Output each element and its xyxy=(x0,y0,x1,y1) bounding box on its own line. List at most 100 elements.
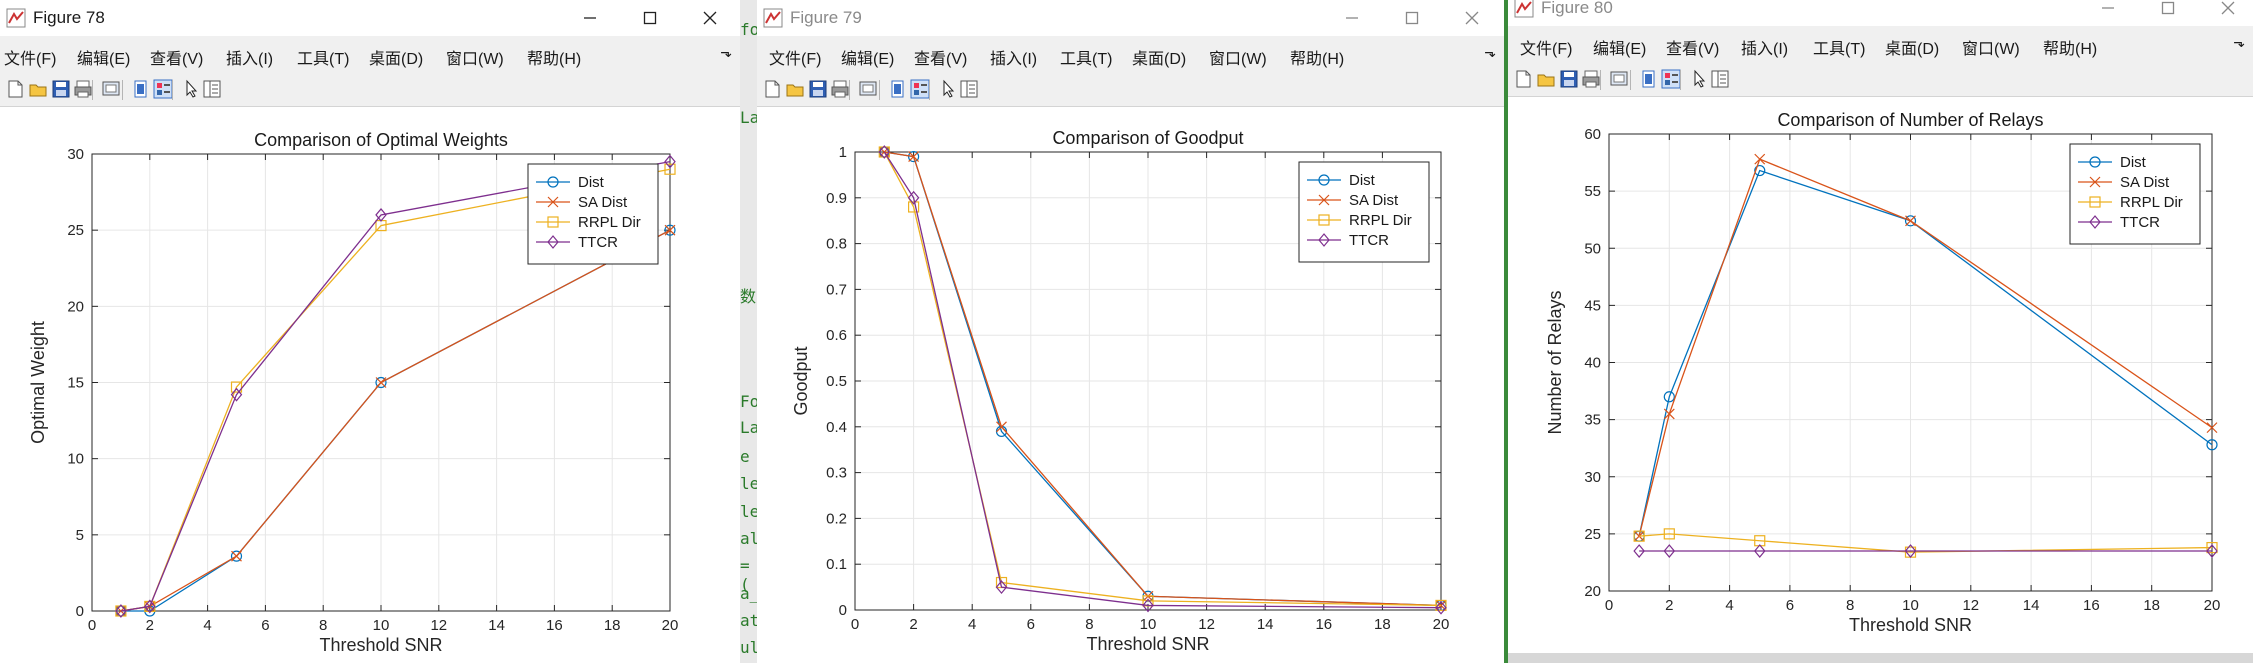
save-button[interactable] xyxy=(1558,68,1580,90)
link-plot-icon xyxy=(857,78,879,100)
menu-help[interactable]: 帮助(H) xyxy=(527,45,581,69)
show-plot-tools-button[interactable] xyxy=(909,78,931,100)
edit-plot-button[interactable] xyxy=(180,78,202,100)
y-tick-label: 30 xyxy=(1584,469,1601,486)
property-inspector-button[interactable] xyxy=(201,78,223,100)
menu-window[interactable]: 窗口(W) xyxy=(1209,45,1267,69)
title-bar[interactable]: Figure 78 xyxy=(0,0,740,36)
menu-insert[interactable]: 插入(I) xyxy=(226,45,273,69)
window-title: Figure 80 xyxy=(1541,0,1613,18)
hide-plot-tools-button[interactable] xyxy=(130,78,152,100)
edit-plot-button[interactable] xyxy=(1688,68,1710,90)
toolbar-separator xyxy=(1680,70,1681,90)
print-button[interactable] xyxy=(829,78,851,100)
y-tick-label: 0 xyxy=(839,602,847,619)
y-tick-label: 0.8 xyxy=(826,236,847,253)
menu-window[interactable]: 窗口(W) xyxy=(1962,35,2020,59)
x-tick-label: 10 xyxy=(373,617,390,634)
minimize-button[interactable] xyxy=(560,0,620,36)
minimize-icon xyxy=(582,10,598,26)
property-inspector-button[interactable] xyxy=(958,78,980,100)
print-button[interactable] xyxy=(1580,68,1602,90)
x-axis-label: Threshold SNR xyxy=(1086,634,1209,654)
code-fragment: le xyxy=(740,474,757,493)
save-button[interactable] xyxy=(807,78,829,100)
new-figure-icon xyxy=(1512,68,1534,90)
menu-help[interactable]: 帮助(H) xyxy=(1290,45,1344,69)
menu-view[interactable]: 查看(V) xyxy=(1666,35,1719,59)
open-file-icon xyxy=(27,78,49,100)
menu-tools[interactable]: 工具(T) xyxy=(1060,45,1112,69)
close-button[interactable] xyxy=(1442,0,1502,36)
x-tick-label: 20 xyxy=(2204,597,2221,614)
menu-desktop[interactable]: 桌面(D) xyxy=(1885,35,1939,59)
menu-insert[interactable]: 插入(I) xyxy=(990,45,1037,69)
figure-window-78[interactable]: Figure 78 文件(F) 编辑(E) 查看(V) 插入(I) 工具(T) … xyxy=(0,0,741,663)
menu-view[interactable]: 查看(V) xyxy=(914,45,967,69)
link-plot-icon xyxy=(1608,68,1630,90)
menu-view[interactable]: 查看(V) xyxy=(150,45,203,69)
edit-plot-icon xyxy=(1688,68,1710,90)
menu-desktop[interactable]: 桌面(D) xyxy=(369,45,423,69)
menu-tools[interactable]: 工具(T) xyxy=(1813,35,1865,59)
menu-overflow-icon[interactable]: ⬎ xyxy=(1484,44,1496,61)
menu-file[interactable]: 文件(F) xyxy=(1520,35,1572,59)
minimize-button[interactable] xyxy=(2078,0,2138,26)
maximize-button[interactable] xyxy=(2138,0,2198,26)
code-fragment: Lat xyxy=(740,418,757,437)
hide-plot-tools-button[interactable] xyxy=(887,78,909,100)
toolbar-separator xyxy=(92,80,93,100)
x-tick-label: 2 xyxy=(146,617,154,634)
menu-edit[interactable]: 编辑(E) xyxy=(841,45,894,69)
maximize-icon xyxy=(2160,0,2176,16)
background-editor-strip: fo Lat 数 Fo Lat e le le all =( a_ att ul xyxy=(740,0,757,663)
menu-overflow-icon[interactable]: ⬎ xyxy=(2233,34,2245,51)
open-file-icon xyxy=(784,78,806,100)
link-plot-button[interactable] xyxy=(1608,68,1630,90)
show-plot-tools-button[interactable] xyxy=(1660,68,1682,90)
save-icon xyxy=(1558,68,1580,90)
menu-file[interactable]: 文件(F) xyxy=(769,45,821,69)
show-plot-tools-button[interactable] xyxy=(152,78,174,100)
figure-window-80[interactable]: Figure 80 文件(F) 编辑(E) 查看(V) 插入(I) 工具(T) … xyxy=(1508,0,2253,653)
link-plot-button[interactable] xyxy=(100,78,122,100)
menu-tools[interactable]: 工具(T) xyxy=(297,45,349,69)
open-file-button[interactable] xyxy=(784,78,806,100)
edit-plot-button[interactable] xyxy=(937,78,959,100)
y-tick-label: 0.5 xyxy=(826,373,847,390)
print-button[interactable] xyxy=(72,78,94,100)
open-file-button[interactable] xyxy=(27,78,49,100)
close-button[interactable] xyxy=(680,0,740,36)
new-figure-button[interactable] xyxy=(4,78,26,100)
save-button[interactable] xyxy=(50,78,72,100)
toolbar-separator xyxy=(1600,70,1601,90)
menu-help[interactable]: 帮助(H) xyxy=(2043,35,2097,59)
hide-plot-tools-button[interactable] xyxy=(1638,68,1660,90)
new-figure-button[interactable] xyxy=(761,78,783,100)
y-tick-label: 20 xyxy=(1584,583,1601,600)
menu-desktop[interactable]: 桌面(D) xyxy=(1132,45,1186,69)
menu-insert[interactable]: 插入(I) xyxy=(1741,35,1788,59)
title-bar[interactable]: Figure 80 xyxy=(1508,0,2253,26)
x-tick-label: 6 xyxy=(1027,616,1035,633)
x-tick-label: 2 xyxy=(1665,597,1673,614)
property-inspector-button[interactable] xyxy=(1709,68,1731,90)
menu-file[interactable]: 文件(F) xyxy=(4,45,56,69)
minimize-button[interactable] xyxy=(1322,0,1382,36)
new-figure-button[interactable] xyxy=(1512,68,1534,90)
x-axis-label: Threshold SNR xyxy=(319,635,442,655)
menu-edit[interactable]: 编辑(E) xyxy=(1593,35,1646,59)
maximize-button[interactable] xyxy=(620,0,680,36)
menu-overflow-icon[interactable]: ⬎ xyxy=(720,44,732,61)
title-bar[interactable]: Figure 79 xyxy=(757,0,1504,36)
x-tick-label: 2 xyxy=(909,616,917,633)
close-button[interactable] xyxy=(2198,0,2253,26)
open-file-button[interactable] xyxy=(1535,68,1557,90)
maximize-button[interactable] xyxy=(1382,0,1442,36)
link-plot-button[interactable] xyxy=(857,78,879,100)
menu-window[interactable]: 窗口(W) xyxy=(446,45,504,69)
figure-window-79[interactable]: Figure 79 文件(F) 编辑(E) 查看(V) 插入(I) 工具(T) … xyxy=(757,0,1505,663)
legend-entry: SA Dist xyxy=(578,194,628,211)
legend-entry: TTCR xyxy=(1349,232,1389,249)
menu-edit[interactable]: 编辑(E) xyxy=(77,45,130,69)
